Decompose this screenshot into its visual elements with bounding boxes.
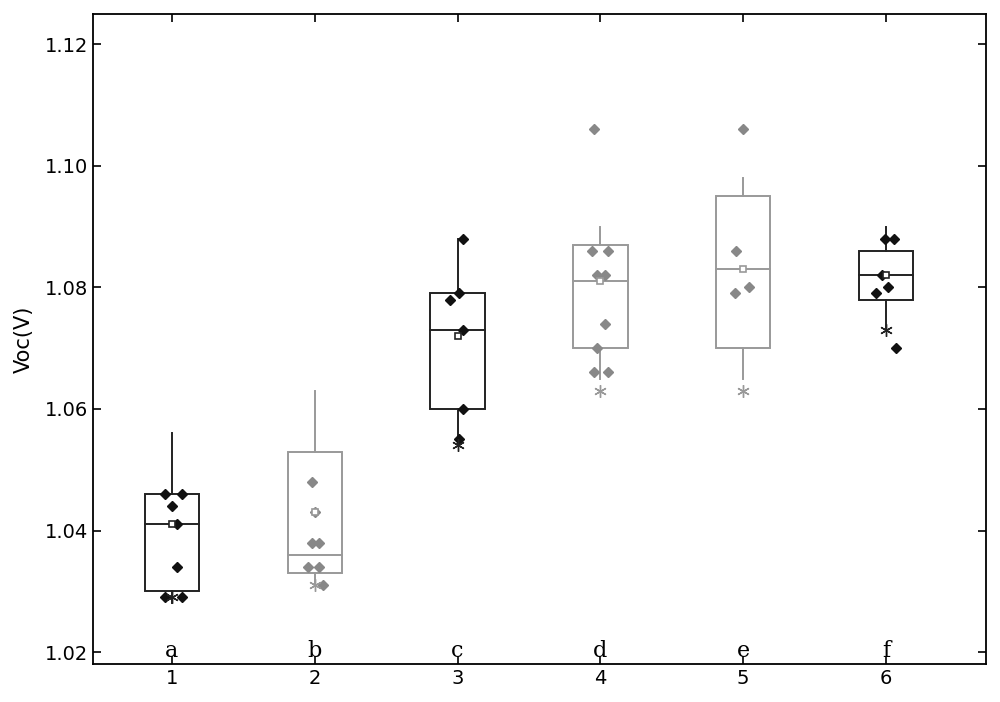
Text: c: c (451, 640, 464, 662)
Text: b: b (307, 640, 322, 662)
Text: a: a (165, 640, 178, 662)
Text: d: d (593, 640, 608, 662)
Bar (859, 251, 913, 300)
Bar (145, 494, 199, 591)
Bar (288, 451, 342, 573)
Text: f: f (882, 640, 890, 662)
Bar (716, 197, 770, 348)
Bar (430, 293, 485, 409)
Y-axis label: Voc(V): Voc(V) (14, 305, 34, 373)
Bar (573, 245, 628, 348)
Text: e: e (737, 640, 750, 662)
